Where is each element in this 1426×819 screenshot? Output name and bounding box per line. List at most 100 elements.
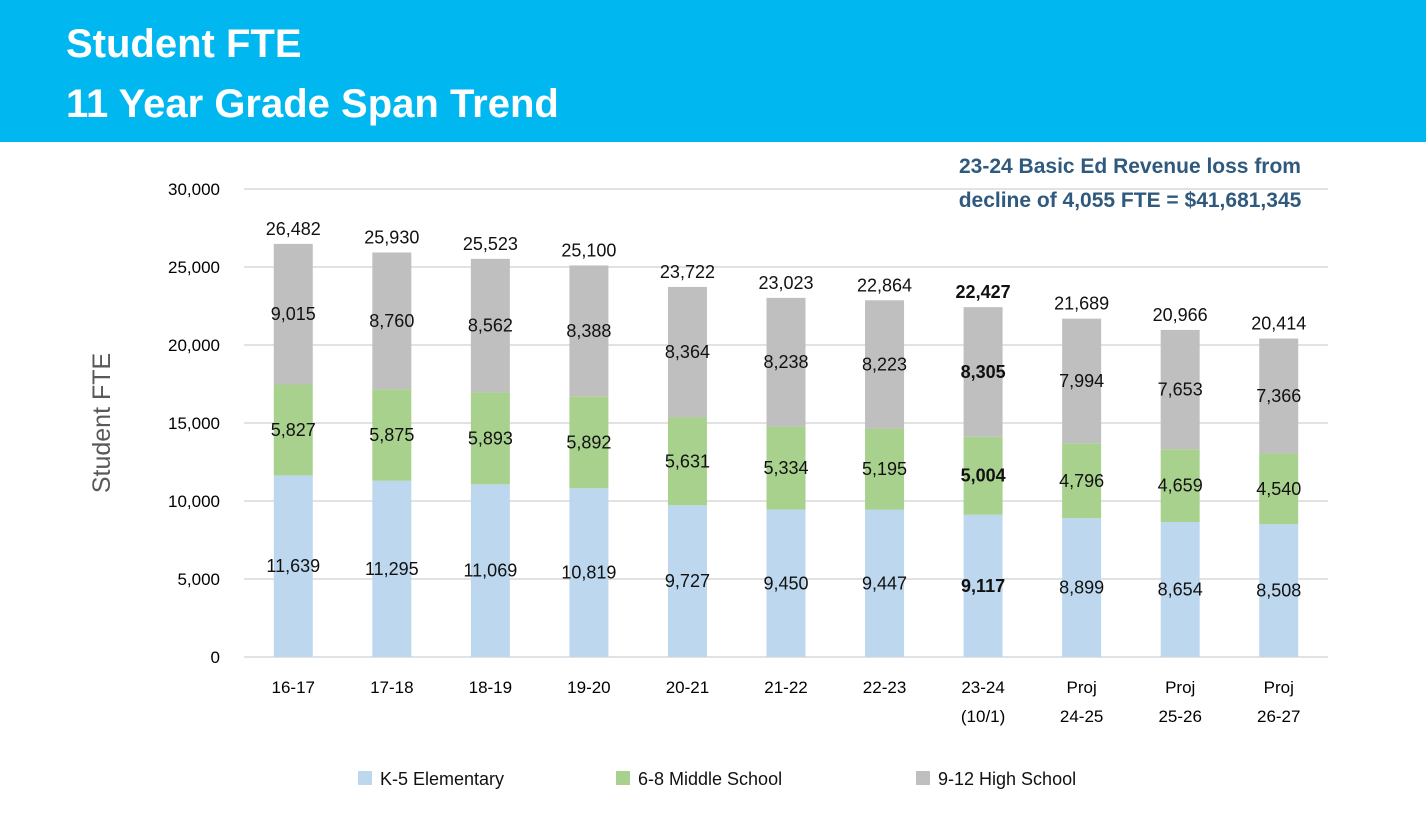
x-tick-label: 26-27 (1257, 707, 1300, 726)
segment-data-label: 5,631 (665, 451, 710, 471)
x-tick-label: 17-18 (370, 678, 413, 697)
bar-segment-6-8-middle-school (569, 396, 609, 489)
segment-data-label: 11,639 (266, 556, 320, 576)
x-tick-label: 25-26 (1158, 707, 1201, 726)
x-tick-label: (10/1) (961, 707, 1005, 726)
bar-segment-9-12-high-school (1062, 318, 1102, 444)
annotation-line-2: decline of 4,055 FTE = $41,681,345 (958, 189, 1302, 212)
total-data-label: 25,523 (463, 234, 518, 254)
x-tick-label: 22-23 (863, 678, 906, 697)
legend-swatch (358, 771, 372, 785)
revenue-loss-annotation: 23-24 Basic Ed Revenue loss from decline… (870, 150, 1390, 218)
segment-data-label: 9,447 (862, 573, 907, 593)
y-tick-label: 0 (211, 648, 220, 667)
bar-segment-6-8-middle-school (273, 384, 313, 476)
segment-data-label: 10,819 (561, 563, 616, 583)
segment-data-label: 7,653 (1158, 380, 1203, 400)
bar-segment-9-12-high-school (372, 252, 412, 390)
bar-segment-9-12-high-school (963, 307, 1003, 437)
total-data-label: 25,100 (561, 240, 616, 260)
title-banner: Student FTE 11 Year Grade Span Trend (0, 0, 1426, 142)
total-data-label: 20,966 (1153, 305, 1208, 325)
bar-segment-k-5-elementary (470, 484, 510, 657)
segment-data-label: 7,994 (1059, 371, 1104, 391)
bar-segment-6-8-middle-school (766, 426, 806, 510)
segment-data-label: 4,540 (1256, 479, 1301, 499)
y-tick-label: 30,000 (168, 180, 220, 199)
x-tick-label: Proj (1067, 678, 1097, 697)
segment-data-label: 4,796 (1059, 471, 1104, 491)
segment-data-label: 8,388 (566, 321, 611, 341)
page-title: Student FTE (66, 22, 302, 66)
segment-data-label: 8,508 (1256, 581, 1301, 601)
segment-data-label: 8,364 (665, 342, 710, 362)
total-data-label: 22,864 (857, 275, 912, 295)
bar-segment-9-12-high-school (1160, 329, 1200, 450)
total-data-label: 26,482 (266, 219, 321, 239)
bar-segment-6-8-middle-school (1160, 449, 1200, 522)
segment-data-label: 5,195 (862, 459, 907, 479)
legend-label: 6-8 Middle School (638, 769, 782, 789)
y-tick-label: 5,000 (177, 570, 220, 589)
bar-segment-9-12-high-school (569, 265, 609, 397)
total-data-label: 21,689 (1054, 294, 1109, 314)
segment-data-label: 7,366 (1256, 386, 1301, 406)
bar-segment-k-5-elementary (1062, 518, 1102, 657)
y-tick-label: 10,000 (168, 492, 220, 511)
x-tick-label: 20-21 (666, 678, 709, 697)
x-tick-label: Proj (1165, 678, 1195, 697)
bar-segment-k-5-elementary (766, 509, 806, 657)
bar-segment-9-12-high-school (273, 243, 313, 385)
x-tick-label: 18-19 (469, 678, 512, 697)
segment-data-label: 5,827 (271, 420, 316, 440)
bar-segment-6-8-middle-school (470, 392, 510, 485)
segment-data-label: 4,659 (1158, 476, 1203, 496)
bar-segment-6-8-middle-school (1062, 443, 1102, 519)
bar-segment-9-12-high-school (865, 300, 905, 429)
segment-data-label: 5,892 (566, 432, 611, 452)
segment-data-label: 8,305 (961, 362, 1006, 382)
total-data-label: 20,414 (1251, 314, 1306, 334)
total-data-label: 23,722 (660, 262, 715, 282)
segment-data-label: 5,334 (763, 458, 808, 478)
bar-segment-6-8-middle-school (963, 436, 1003, 515)
legend-swatch (916, 771, 930, 785)
x-tick-label: 23-24 (961, 678, 1004, 697)
y-tick-label: 25,000 (168, 258, 220, 277)
segment-data-label: 9,015 (271, 304, 316, 324)
bar-segment-k-5-elementary (963, 514, 1003, 657)
segment-data-label: 11,295 (365, 559, 419, 579)
segment-data-label: 5,004 (961, 466, 1006, 486)
bar-segment-k-5-elementary (865, 509, 905, 657)
bar-segment-k-5-elementary (667, 505, 707, 657)
legend-swatch (616, 771, 630, 785)
total-data-label: 23,023 (758, 273, 813, 293)
page-subtitle: 11 Year Grade Span Trend (66, 82, 559, 126)
bar-segment-9-12-high-school (766, 297, 806, 427)
x-tick-label: 24-25 (1060, 707, 1103, 726)
segment-data-label: 9,117 (961, 576, 1005, 596)
bar-segment-9-12-high-school (1259, 338, 1299, 454)
legend-label: 9-12 High School (938, 769, 1076, 789)
y-tick-label: 20,000 (168, 336, 220, 355)
segment-data-label: 8,238 (763, 352, 808, 372)
bar-segment-6-8-middle-school (667, 417, 707, 506)
bar-segment-6-8-middle-school (372, 389, 412, 481)
bar-segment-9-12-high-school (667, 286, 707, 418)
bar-segment-9-12-high-school (470, 258, 510, 393)
segment-data-label: 8,899 (1059, 578, 1104, 598)
y-tick-label: 15,000 (168, 414, 220, 433)
bar-segment-6-8-middle-school (1259, 453, 1299, 525)
x-tick-label: Proj (1264, 678, 1294, 697)
segment-data-label: 5,875 (369, 425, 414, 445)
y-axis-title: Student FTE (88, 353, 116, 493)
x-tick-label: 16-17 (272, 678, 315, 697)
bar-segment-k-5-elementary (1160, 521, 1200, 657)
bar-segment-6-8-middle-school (865, 428, 905, 510)
segment-data-label: 5,893 (468, 428, 513, 448)
total-data-label: 25,930 (364, 227, 419, 247)
segment-data-label: 8,654 (1158, 579, 1203, 599)
total-data-label: 22,427 (956, 282, 1011, 302)
bar-segment-k-5-elementary (372, 480, 412, 657)
